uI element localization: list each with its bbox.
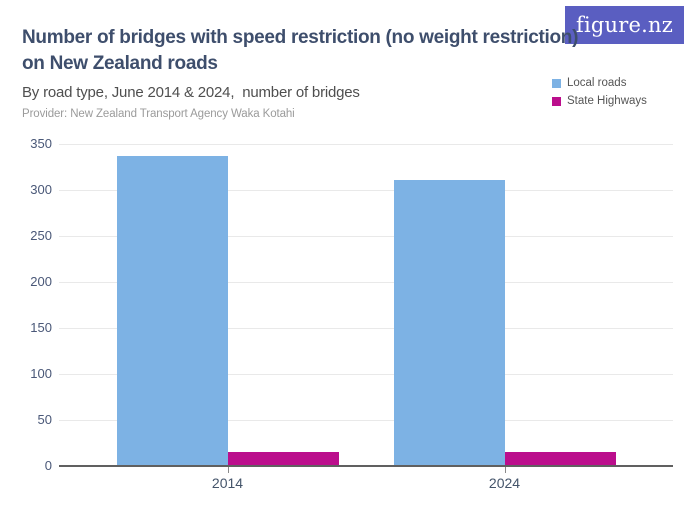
gridline-350 bbox=[59, 143, 673, 145]
bar-local-roads-2014 bbox=[116, 155, 228, 466]
figure-nz-logo[interactable]: figure.nz bbox=[565, 6, 684, 44]
chart-title-line-1: Number of bridges with speed restriction… bbox=[22, 27, 579, 48]
y-axis-tick-label-150: 150 bbox=[30, 320, 52, 335]
gridline-200 bbox=[59, 281, 673, 283]
legend-label-state-highways: State Highways bbox=[567, 95, 647, 107]
legend-item-local-roads[interactable]: Local roads bbox=[552, 74, 647, 92]
legend-label-local-roads: Local roads bbox=[567, 77, 627, 89]
legend-item-state-highways[interactable]: State Highways bbox=[552, 92, 647, 110]
gridline-50 bbox=[59, 419, 673, 421]
x-axis-label-2024: 2024 bbox=[488, 475, 521, 491]
x-axis-tick-2024 bbox=[504, 466, 506, 473]
gridline-300 bbox=[59, 189, 673, 191]
chart-title-line-2: on New Zealand roads bbox=[22, 53, 218, 74]
bar-state-highways-2024 bbox=[504, 452, 616, 466]
x-axis-tick-2014 bbox=[227, 466, 229, 473]
bar-local-roads-2024 bbox=[393, 179, 505, 466]
chart-subtitle: By road type, June 2014 & 2024, number o… bbox=[22, 84, 360, 101]
y-axis-tick-label-100: 100 bbox=[30, 366, 52, 381]
y-axis-tick-label-250: 250 bbox=[30, 228, 52, 243]
y-axis-tick-label-200: 200 bbox=[30, 274, 52, 289]
chart-title: Number of bridges with speed restriction… bbox=[22, 25, 582, 77]
y-axis-tick-label-0: 0 bbox=[44, 458, 52, 473]
local-roads-swatch-icon bbox=[552, 78, 561, 88]
y-axis-tick-label-300: 300 bbox=[30, 182, 52, 197]
y-axis-tick-label-50: 50 bbox=[37, 412, 52, 427]
bar-state-highways-2014 bbox=[227, 452, 339, 466]
y-axis-tick-label-350: 350 bbox=[30, 136, 52, 151]
gridline-150 bbox=[59, 327, 673, 329]
legend: Local roads State Highways bbox=[552, 74, 647, 110]
provider-credit: Provider: New Zealand Transport Agency W… bbox=[22, 108, 295, 120]
x-axis-line bbox=[59, 465, 673, 467]
state-highways-swatch-icon bbox=[552, 96, 561, 106]
gridline-100 bbox=[59, 373, 673, 375]
x-axis-label-2014: 2014 bbox=[211, 475, 244, 491]
gridline-250 bbox=[59, 235, 673, 237]
